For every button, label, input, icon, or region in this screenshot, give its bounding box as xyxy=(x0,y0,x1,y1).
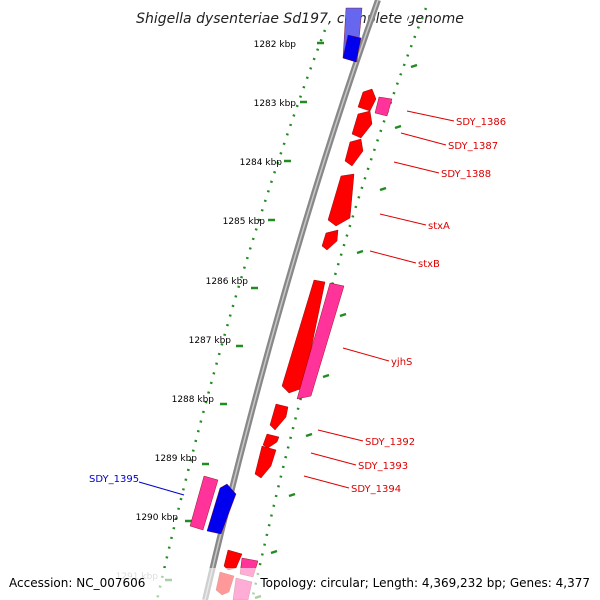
label-connector xyxy=(400,132,447,146)
tick-mark-outer xyxy=(270,549,278,555)
tick-mark-outer xyxy=(410,63,418,69)
tick: 1287 kbp xyxy=(189,336,330,379)
gene-arrow-sdy-1395[interactable] xyxy=(206,483,237,535)
tick-mark-outer xyxy=(322,373,330,379)
tick-mark-outer xyxy=(379,186,387,192)
gene-label-group[interactable]: SDY_1394 xyxy=(303,475,401,495)
gene-label-group[interactable]: stxA xyxy=(379,213,450,232)
label-connector xyxy=(393,161,440,174)
tick-label: 1289 kbp xyxy=(155,454,198,464)
gene-arrow-sdy-1393[interactable] xyxy=(262,433,280,449)
footer-backdrop xyxy=(0,568,600,600)
gene-arrow-bottom-1[interactable] xyxy=(223,549,243,571)
label-connector xyxy=(303,475,350,489)
rna-feature-yjhS[interactable] xyxy=(296,282,345,400)
gene-label[interactable]: yjhS xyxy=(391,357,412,368)
label-connector xyxy=(310,452,357,466)
tick-label: 1287 kbp xyxy=(189,336,232,346)
tick: 1289 kbp xyxy=(155,454,296,498)
inner-tick-ring xyxy=(155,29,327,600)
tick: 1288 kbp xyxy=(172,395,313,438)
gene-label-group[interactable]: SDY_1393 xyxy=(310,452,408,472)
gene-arrow-sdy-1386-b[interactable] xyxy=(374,96,393,117)
label-connector xyxy=(369,250,417,264)
gene-label-group[interactable]: SDY_1392 xyxy=(317,429,415,448)
tick-label: 1283 kbp xyxy=(254,99,297,109)
outer-tick-ring xyxy=(250,7,428,600)
tick: 1286 kbp xyxy=(206,277,347,318)
tick: 1283 kbp xyxy=(254,99,402,130)
accession-text: Accession: NC_007606 xyxy=(9,576,145,590)
gene-label-group[interactable]: SDY_1388 xyxy=(393,161,491,180)
genome-backbone xyxy=(202,0,381,600)
gene-label[interactable]: stxB xyxy=(418,259,440,270)
topology-summary: Topology: circular; Length: 4,369,232 bp… xyxy=(259,576,590,590)
tick-mark-outer xyxy=(356,249,364,255)
tick-label: 1284 kbp xyxy=(240,158,283,168)
feature-track xyxy=(189,7,393,600)
gene-label[interactable]: SDY_1388 xyxy=(441,169,491,180)
gene-label-group[interactable]: SDY_1386 xyxy=(406,110,506,128)
gene-label-group[interactable]: yjhS xyxy=(342,347,412,368)
gene-label-group[interactable]: SDY_1395 xyxy=(89,474,185,496)
label-connector xyxy=(379,213,427,226)
gene-label-group[interactable]: stxB xyxy=(369,250,440,270)
gene-arrow-yjhS[interactable] xyxy=(281,279,326,394)
tick: 1284 kbp xyxy=(240,158,387,192)
label-connector xyxy=(138,481,185,496)
gene-label[interactable]: SDY_1392 xyxy=(365,437,415,448)
label-connector xyxy=(342,347,390,362)
gene-arrow-stxA[interactable] xyxy=(327,173,355,227)
genome-backbone-highlight xyxy=(204,0,379,600)
lane-divider xyxy=(243,0,417,600)
rna-feature-sdy-1395[interactable] xyxy=(189,475,219,531)
gene-arrow-sdy-1387[interactable] xyxy=(351,110,373,139)
gene-arrow-sdy-1392[interactable] xyxy=(269,403,289,431)
gene-label[interactable]: SDY_1393 xyxy=(358,461,408,472)
gene-arrow-sdy-1386-a[interactable] xyxy=(357,88,377,112)
gene-labels: SDY_1386 SDY_1387 SDY_1388 stxA stxB yjhS SDY_… xyxy=(89,110,506,496)
tick-label: 1288 kbp xyxy=(172,395,215,405)
map-title: Shigella dysenteriae Sd197, complete gen… xyxy=(136,11,464,27)
reverse-feature-top[interactable] xyxy=(342,34,362,63)
tick-mark-outer xyxy=(305,432,313,438)
tick-label: 1282 kbp xyxy=(254,40,297,50)
tick-label: 1290 kbp xyxy=(136,513,179,523)
tick: 1285 kbp xyxy=(223,217,364,255)
tick-label: 1285 kbp xyxy=(223,217,266,227)
gene-label[interactable]: SDY_1387 xyxy=(448,141,498,152)
tick: 1290 kbp xyxy=(136,513,278,555)
gene-arrow-sdy-1388[interactable] xyxy=(344,138,364,167)
gene-arrow-stxB[interactable] xyxy=(321,229,339,251)
gene-label[interactable]: SDY_1395 xyxy=(89,474,139,485)
gene-label[interactable]: stxA xyxy=(428,221,450,232)
tick-mark-outer xyxy=(339,312,347,318)
gene-label[interactable]: SDY_1386 xyxy=(456,117,506,128)
tick-mark-outer xyxy=(288,492,296,498)
tick-label: 1286 kbp xyxy=(206,277,249,287)
label-connector xyxy=(317,429,364,442)
gene-label[interactable]: SDY_1394 xyxy=(351,484,401,495)
gene-arrow-sdy-1394[interactable] xyxy=(254,445,277,479)
tick: 1282 kbp xyxy=(254,40,418,69)
tick-mark-outer xyxy=(394,124,402,130)
gene-label-group[interactable]: SDY_1387 xyxy=(400,132,498,152)
label-connector xyxy=(406,110,455,122)
